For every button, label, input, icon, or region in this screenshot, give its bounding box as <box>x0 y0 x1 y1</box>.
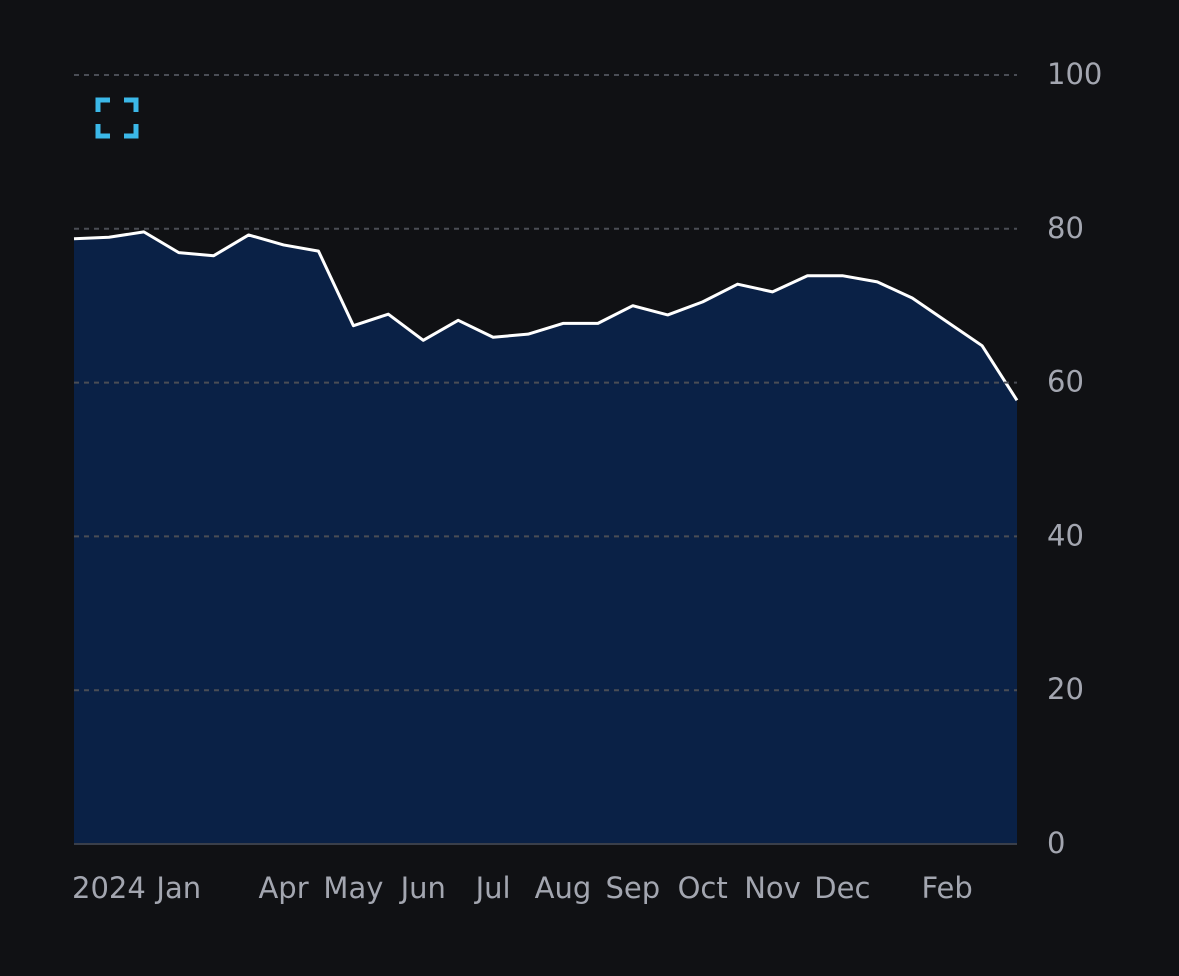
area <box>74 231 1017 845</box>
x-tick-label: Jan <box>154 871 201 905</box>
x-tick-label: Oct <box>678 871 728 905</box>
y-tick-label: 40 <box>1047 518 1084 552</box>
x-tick-label: 2024 <box>72 871 146 905</box>
y-tick-label: 20 <box>1047 672 1084 706</box>
x-tick-label: Jun <box>399 871 446 905</box>
x-tick-label: Aug <box>535 871 592 905</box>
fullscreen-icon[interactable] <box>95 97 139 139</box>
y-tick-label: 60 <box>1047 365 1084 399</box>
x-tick-label: Apr <box>258 871 308 905</box>
x-tick-label: Feb <box>921 871 972 905</box>
y-tick-label: 100 <box>1047 57 1102 91</box>
y-tick-label: 80 <box>1047 211 1084 245</box>
line <box>73 230 1019 402</box>
x-tick-label: Sep <box>605 871 660 905</box>
y-tick-label: 0 <box>1047 826 1065 860</box>
x-tick-label: Jul <box>474 871 511 905</box>
x-tick-label: Dec <box>814 871 870 905</box>
x-tick-label: May <box>323 871 383 905</box>
x-tick-label: Nov <box>744 871 801 905</box>
